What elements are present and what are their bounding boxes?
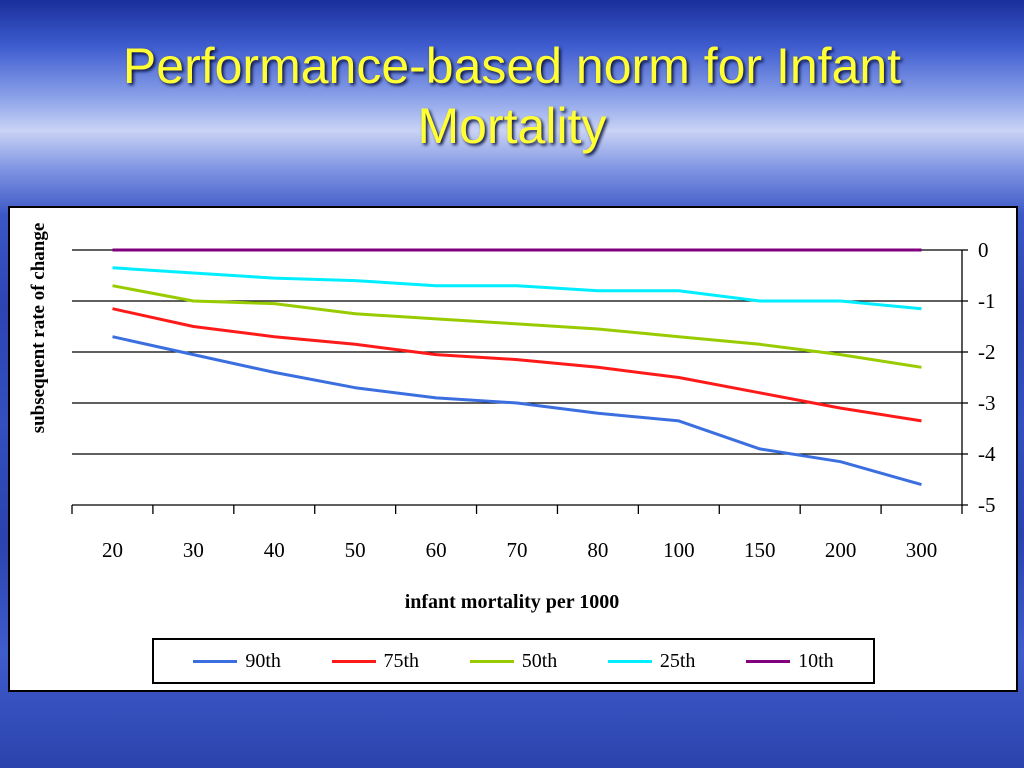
legend-label: 90th <box>245 649 281 672</box>
series-line-90th <box>112 335 922 487</box>
x-tick-label: 100 <box>663 538 695 562</box>
x-tick-label: 80 <box>587 538 608 562</box>
x-tick-label: 50 <box>345 538 366 562</box>
x-tick-label: 60 <box>426 538 447 562</box>
legend-item-75th: 75th <box>331 649 420 673</box>
x-tick-label: 200 <box>825 538 857 562</box>
title-line-2: Mortality <box>417 98 607 154</box>
legend-label: 75th <box>383 649 420 672</box>
legend-item-50th: 50th <box>469 649 558 673</box>
legend-label: 10th <box>798 649 834 672</box>
legend-swatch <box>331 659 376 663</box>
x-tick-label: 70 <box>507 538 528 562</box>
series-line-75th <box>112 307 922 423</box>
legend-label: 50th <box>521 649 558 672</box>
chart-legend: 90th 75th 50th 25th 10th <box>152 638 875 684</box>
series-line-25th <box>112 266 922 311</box>
series-line-50th <box>112 284 922 369</box>
y-tick-label: -3 <box>978 391 996 415</box>
legend-item-90th: 90th <box>193 650 281 673</box>
x-tick-label: 300 <box>906 538 938 562</box>
slide-title: Performance-based norm for Infant Mortal… <box>0 36 1024 156</box>
legend-swatch <box>469 659 514 663</box>
y-tick-label: -5 <box>978 493 996 517</box>
y-tick-label: -2 <box>978 340 996 364</box>
chart-panel: 0 -1 -2 -3 -4 -5 20 30 40 50 60 70 80 100 150 200 300 su… <box>8 206 1018 692</box>
legend-item-25th: 25th <box>607 649 696 673</box>
legend-swatch <box>607 659 652 663</box>
y-tick-label: -4 <box>978 442 996 466</box>
y-axis-label: subsequent rate of change <box>28 223 49 434</box>
x-tick-label: 40 <box>264 538 285 562</box>
x-tick-label: 150 <box>744 538 776 562</box>
x-axis-label: infant mortality per 1000 <box>405 591 620 613</box>
x-tick-label: 20 <box>102 538 123 562</box>
legend-item-10th: 10th <box>746 650 834 673</box>
legend-label: 25th <box>659 649 696 672</box>
y-tick-label: 0 <box>978 238 989 262</box>
title-line-1: Performance-based norm for Infant <box>122 38 902 94</box>
legend-swatch <box>193 659 238 663</box>
x-tick-label: 30 <box>183 538 204 562</box>
y-tick-label: -1 <box>978 289 996 313</box>
line-chart: 0 -1 -2 -3 -4 -5 20 30 40 50 60 70 80 100 150 200 300 su… <box>28 223 996 613</box>
legend-swatch <box>746 659 791 663</box>
